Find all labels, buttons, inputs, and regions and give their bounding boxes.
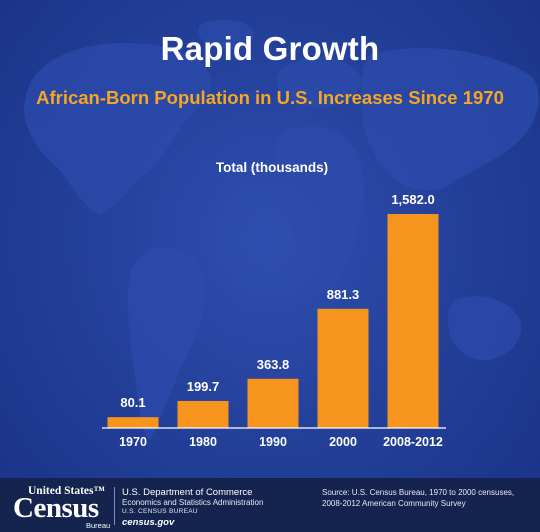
census-logo-bureau: Bureau bbox=[86, 521, 110, 530]
bar-2000 bbox=[318, 309, 369, 428]
bar-chart: Total (thousands) 80.1 1970 199.7 1980 363.8… bbox=[0, 0, 540, 478]
x-tick-label-1980: 1980 bbox=[189, 435, 217, 449]
bar-1970 bbox=[108, 417, 159, 428]
bar-2008-2012 bbox=[388, 214, 439, 428]
department-name: U.S. Department of Commerce bbox=[122, 487, 252, 498]
value-label-2008-2012: 1,582.0 bbox=[391, 192, 434, 207]
x-tick-label-1990: 1990 bbox=[259, 435, 287, 449]
bureau-name: U.S. CENSUS BUREAU bbox=[122, 508, 198, 515]
value-label-1990: 363.8 bbox=[257, 357, 290, 372]
source-line-1: Source: U.S. Census Bureau, 1970 to 2000… bbox=[322, 487, 534, 498]
bar-1990 bbox=[248, 379, 299, 428]
website-link[interactable]: census.gov bbox=[122, 517, 174, 528]
chart-series-label: Total (thousands) bbox=[216, 160, 328, 175]
x-tick-label-2008-2012: 2008-2012 bbox=[383, 435, 443, 449]
value-label-1980: 199.7 bbox=[187, 379, 220, 394]
footer: United States™ Census Bureau U.S. Depart… bbox=[0, 478, 540, 532]
bar-1980 bbox=[178, 401, 229, 428]
x-tick-label-2000: 2000 bbox=[329, 435, 357, 449]
x-tick-label-1970: 1970 bbox=[119, 435, 147, 449]
source-line-2: 2008-2012 American Community Survey bbox=[322, 498, 534, 509]
administration-name: Economics and Statistics Administration bbox=[122, 498, 263, 507]
footer-divider bbox=[114, 487, 115, 525]
value-label-2000: 881.3 bbox=[327, 287, 360, 302]
value-label-1970: 80.1 bbox=[120, 395, 145, 410]
source-note: Source: U.S. Census Bureau, 1970 to 2000… bbox=[322, 487, 534, 509]
